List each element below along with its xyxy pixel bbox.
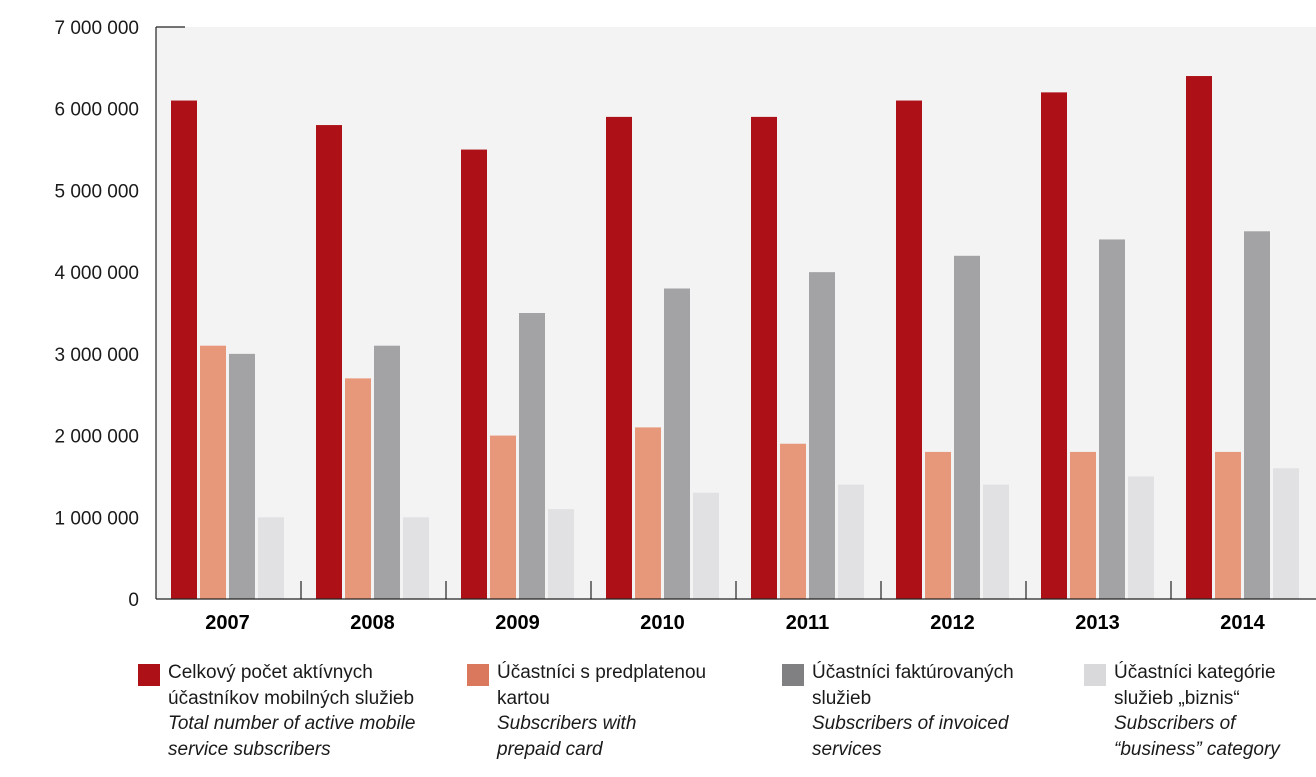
legend-sk-line1: Účastníci s predplatenou — [497, 662, 707, 683]
y-tick-label: 6 000 000 — [54, 100, 139, 121]
legend-en-line2: services — [812, 738, 882, 760]
bar-prepaid-2009 — [490, 435, 516, 599]
legend-sk-line1: Účastníci faktúrovaných — [812, 662, 1014, 683]
legend-sk-line1: Celkový počet aktívnych — [168, 662, 373, 683]
legend: Celkový počet aktívnych účastníkov mobil… — [0, 660, 1316, 777]
bar-prepaid-2012 — [925, 451, 951, 599]
bar-business-2014 — [1273, 468, 1299, 599]
legend-en-line2: “business” category — [1114, 738, 1280, 760]
legend-sk-line2: služieb — [812, 687, 872, 709]
bar-invoiced-2011 — [809, 272, 835, 599]
legend-swatch-business — [1084, 664, 1106, 686]
bar-prepaid-2008 — [345, 378, 371, 599]
bar-total-2012 — [896, 100, 922, 600]
legend-sk-line2: účastníkov mobilných služieb — [168, 687, 415, 709]
bar-chart: 0 1 000 000 2 000 000 3 000 000 4 000 000 5 0… — [54, 18, 1316, 634]
x-tick-label: 2011 — [786, 612, 829, 634]
bar-invoiced-2014 — [1244, 231, 1270, 600]
legend-swatch-total — [138, 664, 160, 686]
x-tick-label: 2009 — [495, 612, 540, 634]
bar-business-2007 — [258, 517, 284, 599]
legend-en-line1: Total number of active mobile — [168, 713, 416, 734]
bar-total-2011 — [751, 116, 777, 599]
bar-total-2014 — [1186, 76, 1212, 600]
bar-total-2009 — [461, 149, 487, 600]
x-tick-label: 2010 — [640, 612, 685, 634]
bar-prepaid-2007 — [200, 345, 226, 599]
bar-total-2010 — [606, 116, 632, 599]
legend-en-line1: Subscribers of invoiced — [812, 713, 1009, 734]
bar-total-2013 — [1041, 92, 1067, 599]
bar-invoiced-2007 — [229, 353, 255, 599]
bar-business-2011 — [838, 484, 864, 599]
x-tick-label: 2007 — [205, 612, 250, 634]
bar-total-2008 — [316, 125, 342, 600]
x-tick-label: 2014 — [1220, 612, 1265, 634]
bar-business-2009 — [548, 509, 574, 599]
x-tick-label: 2008 — [350, 612, 395, 634]
bar-prepaid-2011 — [780, 443, 806, 599]
y-tick-label: 5 000 000 — [54, 181, 139, 202]
legend-sk-line1: Účastníci kategórie — [1114, 662, 1276, 683]
x-tick-label: 2013 — [1075, 612, 1120, 634]
legend-en-line1: Subscribers of — [1114, 713, 1236, 734]
y-tick-label: 1 000 000 — [54, 508, 139, 529]
legend-sk-line2: kartou — [497, 687, 550, 709]
bar-invoiced-2009 — [519, 313, 545, 599]
legend-text-invoiced: Účastníci faktúrovaných služieb Subscrib… — [812, 660, 1014, 762]
legend-text-total: Celkový počet aktívnych účastníkov mobil… — [168, 660, 415, 762]
bar-invoiced-2013 — [1099, 239, 1125, 599]
legend-swatch-invoiced — [782, 664, 804, 686]
bar-business-2012 — [983, 484, 1009, 599]
legend-swatch-prepaid — [467, 664, 489, 686]
bar-invoiced-2012 — [954, 255, 980, 600]
legend-text-business: Účastníci kategórie služieb „biznis“ Sub… — [1114, 660, 1280, 762]
bar-prepaid-2013 — [1070, 451, 1096, 599]
x-tick-label: 2012 — [930, 612, 975, 634]
bar-business-2008 — [403, 517, 429, 599]
bar-invoiced-2010 — [664, 288, 690, 599]
bar-total-2007 — [171, 100, 197, 600]
bar-invoiced-2008 — [374, 345, 400, 599]
legend-en-line1: Subscribers with — [497, 713, 637, 734]
y-tick-label: 4 000 000 — [54, 263, 139, 284]
y-tick-label: 7 000 000 — [54, 18, 139, 39]
bar-prepaid-2010 — [635, 427, 661, 599]
bar-business-2013 — [1128, 476, 1154, 599]
legend-text-prepaid: Účastníci s predplatenou kartou Subscrib… — [497, 660, 706, 762]
legend-en-line2: prepaid card — [497, 738, 603, 760]
y-tick-label: 2 000 000 — [54, 427, 139, 448]
y-tick-label: 3 000 000 — [54, 345, 139, 366]
bar-prepaid-2014 — [1215, 451, 1241, 599]
legend-en-line2: service subscribers — [168, 738, 331, 760]
bar-business-2010 — [693, 492, 719, 599]
legend-sk-line2: služieb „biznis“ — [1114, 687, 1240, 709]
y-tick-label: 0 — [128, 590, 139, 611]
